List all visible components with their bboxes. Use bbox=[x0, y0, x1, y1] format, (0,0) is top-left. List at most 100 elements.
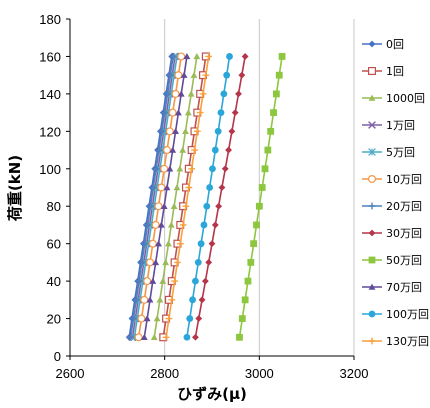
x-tick-label: 3000 bbox=[245, 366, 274, 381]
data-point bbox=[163, 184, 171, 191]
series-7 bbox=[192, 53, 249, 341]
data-point bbox=[166, 165, 174, 172]
data-point bbox=[192, 333, 199, 341]
data-point bbox=[174, 258, 181, 266]
data-point bbox=[132, 296, 140, 304]
data-point bbox=[152, 165, 160, 173]
series-line bbox=[153, 56, 198, 338]
data-point bbox=[160, 202, 168, 209]
data-point bbox=[184, 109, 192, 116]
data-point bbox=[179, 146, 187, 153]
series-line bbox=[128, 56, 173, 338]
data-point bbox=[143, 315, 151, 322]
series-8 bbox=[236, 53, 286, 341]
data-point bbox=[151, 220, 160, 229]
data-point bbox=[220, 90, 228, 98]
legend-label: 10万回 bbox=[386, 173, 422, 186]
data-point bbox=[368, 337, 376, 345]
legend-item: 100万回 bbox=[362, 308, 429, 321]
data-point bbox=[193, 127, 201, 135]
data-point bbox=[221, 165, 229, 173]
data-point bbox=[186, 315, 194, 322]
data-point bbox=[168, 108, 177, 117]
data-point bbox=[172, 127, 179, 135]
legend: 0回 1回 1000回 1万回 5万回 10万回 20万回 30万回 50万回 70万回 100万回… bbox=[362, 38, 429, 348]
data-point bbox=[244, 277, 252, 285]
data-point bbox=[368, 310, 376, 318]
data-point bbox=[368, 121, 376, 129]
series-6 bbox=[127, 53, 177, 341]
data-point bbox=[206, 184, 214, 191]
data-point bbox=[261, 165, 269, 173]
data-point bbox=[134, 333, 143, 342]
data-point bbox=[179, 221, 187, 229]
data-point bbox=[223, 71, 231, 79]
data-point bbox=[214, 127, 222, 135]
data-point bbox=[161, 109, 169, 117]
series-line bbox=[238, 56, 283, 338]
data-point bbox=[149, 277, 157, 284]
data-point bbox=[157, 183, 166, 192]
data-point bbox=[143, 277, 152, 286]
data-point bbox=[169, 53, 177, 60]
legend-label: 100万回 bbox=[386, 308, 429, 321]
data-point bbox=[193, 53, 201, 60]
series-line bbox=[143, 56, 188, 338]
data-point bbox=[201, 277, 209, 285]
data-point bbox=[211, 146, 219, 154]
data-point bbox=[270, 109, 277, 117]
data-point bbox=[190, 71, 198, 78]
series-2 bbox=[150, 53, 201, 340]
data-point bbox=[368, 229, 376, 237]
data-point bbox=[163, 146, 172, 155]
y-tick-label: 80 bbox=[47, 199, 61, 214]
data-point bbox=[174, 109, 182, 116]
data-point bbox=[231, 109, 239, 117]
series-line bbox=[162, 56, 207, 338]
legend-label: 30万回 bbox=[386, 227, 422, 240]
data-point bbox=[192, 277, 199, 285]
y-tick-label: 180 bbox=[39, 12, 61, 27]
data-point bbox=[211, 221, 219, 229]
data-point bbox=[205, 53, 213, 60]
data-point bbox=[169, 146, 177, 153]
y-tick-label: 140 bbox=[39, 87, 61, 102]
data-point bbox=[191, 146, 198, 154]
legend-label: 130万回 bbox=[386, 335, 429, 348]
data-point bbox=[197, 240, 205, 248]
y-tick-label: 40 bbox=[47, 274, 61, 289]
legend-label: 5万回 bbox=[386, 146, 415, 159]
data-point bbox=[183, 53, 191, 60]
data-point bbox=[148, 239, 157, 248]
data-point bbox=[258, 184, 266, 191]
data-point bbox=[205, 258, 213, 266]
data-point bbox=[140, 333, 148, 340]
legend-label: 20万回 bbox=[386, 200, 422, 213]
data-point bbox=[183, 333, 191, 341]
data-point bbox=[267, 127, 275, 135]
legend-item: 30万回 bbox=[362, 227, 422, 240]
data-point bbox=[194, 258, 202, 266]
data-point bbox=[176, 240, 184, 248]
data-point bbox=[165, 315, 173, 322]
data-point bbox=[238, 315, 246, 322]
data-point bbox=[150, 333, 158, 340]
data-point bbox=[177, 90, 185, 97]
data-point bbox=[264, 146, 272, 154]
data-point bbox=[153, 315, 161, 322]
data-point bbox=[368, 40, 376, 48]
series-line bbox=[165, 56, 210, 338]
data-point bbox=[141, 240, 149, 248]
series-9 bbox=[140, 53, 191, 340]
data-point bbox=[215, 202, 223, 210]
data-point bbox=[189, 296, 196, 304]
legend-item: 70万回 bbox=[362, 281, 422, 294]
y-tick-label: 120 bbox=[39, 124, 61, 139]
data-point bbox=[165, 127, 174, 136]
data-point bbox=[165, 240, 172, 247]
legend-item: 10万回 bbox=[362, 173, 422, 186]
data-point bbox=[182, 202, 190, 210]
data-point bbox=[368, 256, 376, 264]
data-point bbox=[203, 202, 211, 210]
